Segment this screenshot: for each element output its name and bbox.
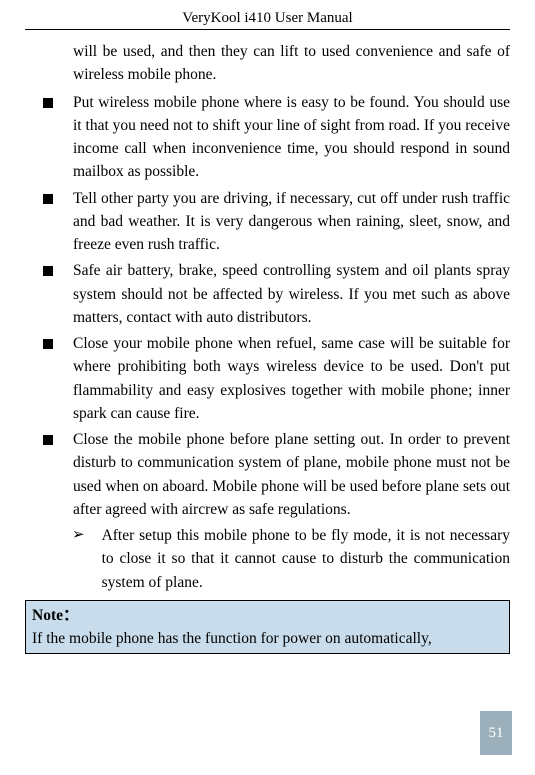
header-title: VeryKool i410 User Manual [182, 10, 352, 26]
note-box: Note： If the mobile phone has the functi… [25, 600, 510, 655]
list-item: Close the mobile phone before plane sett… [25, 428, 510, 521]
page-header: VeryKool i410 User Manual [25, 10, 510, 30]
list-item: Tell other party you are driving, if nec… [25, 187, 510, 257]
square-bullet-icon [43, 194, 53, 204]
bullet-text: Close your mobile phone when refuel, sam… [73, 332, 510, 425]
square-bullet-icon [43, 339, 53, 349]
bullet-text: Tell other party you are driving, if nec… [73, 187, 510, 257]
square-bullet-icon [43, 435, 53, 445]
list-item: Put wireless mobile phone where is easy … [25, 91, 510, 184]
intro-text: will be used, and then they can lift to … [73, 40, 510, 87]
sub-item-text: After setup this mobile phone to be fly … [102, 524, 510, 594]
page-number: 51 [480, 711, 512, 755]
square-bullet-icon [43, 266, 53, 276]
bullet-text: Put wireless mobile phone where is easy … [73, 91, 510, 184]
page-number-value: 51 [489, 725, 504, 742]
note-label: Note： [32, 607, 79, 624]
arrow-bullet-icon: ➢ [72, 524, 85, 594]
square-bullet-icon [43, 98, 53, 108]
note-text: If the mobile phone has the function for… [32, 630, 432, 647]
list-item: Safe air battery, brake, speed controlli… [25, 259, 510, 329]
list-item: Close your mobile phone when refuel, sam… [25, 332, 510, 425]
sub-list-item: ➢ After setup this mobile phone to be fl… [25, 524, 510, 594]
page-content: will be used, and then they can lift to … [25, 40, 510, 654]
bullet-text: Safe air battery, brake, speed controlli… [73, 259, 510, 329]
bullet-text: Close the mobile phone before plane sett… [73, 428, 510, 521]
bullet-list: Put wireless mobile phone where is easy … [25, 91, 510, 522]
